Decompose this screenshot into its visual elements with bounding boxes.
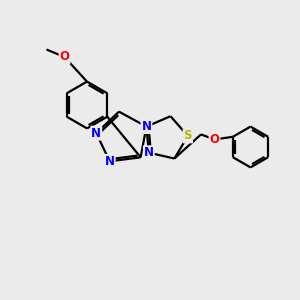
- Text: O: O: [209, 133, 220, 146]
- Text: N: N: [105, 155, 115, 168]
- Text: N: N: [91, 127, 101, 140]
- Text: S: S: [184, 129, 192, 142]
- Text: N: N: [144, 146, 154, 159]
- Text: N: N: [141, 120, 152, 133]
- Text: O: O: [59, 50, 70, 64]
